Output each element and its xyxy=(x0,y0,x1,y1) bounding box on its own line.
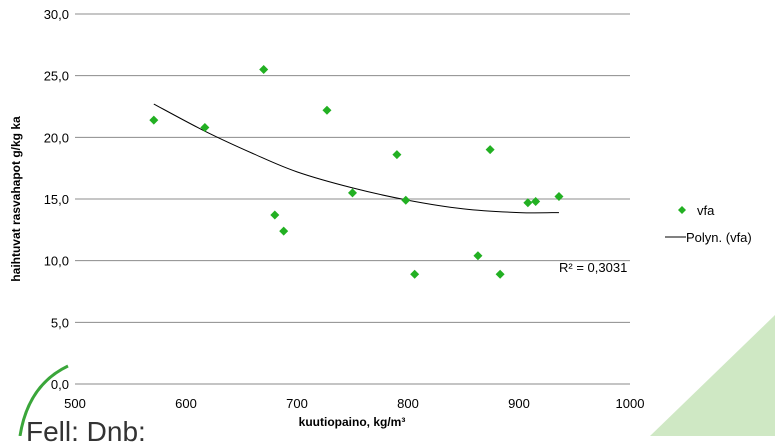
x-tick-label: 500 xyxy=(64,396,86,411)
green-arc-logo xyxy=(18,364,69,436)
x-tick-label: 1000 xyxy=(616,396,645,411)
trendline-curve xyxy=(153,103,559,214)
data-point xyxy=(259,65,269,74)
logo-text: Fell: Dnb: xyxy=(26,416,146,447)
data-point xyxy=(200,122,210,132)
y-tick-labels: 0,0 5,0 10,0 15,0 20,0 25,0 30,0 xyxy=(44,7,69,392)
x-tick-label: 600 xyxy=(175,396,197,411)
y-tick-label: 30,0 xyxy=(44,7,69,22)
data-point xyxy=(531,196,541,206)
data-point xyxy=(410,269,420,279)
x-tick-label: 700 xyxy=(286,396,308,411)
data-point xyxy=(392,150,402,160)
legend-vfa-label: vfa xyxy=(697,203,715,218)
data-point xyxy=(149,115,159,125)
data-point xyxy=(523,198,533,208)
y-tick-label: 15,0 xyxy=(44,192,69,207)
data-point xyxy=(401,195,411,205)
y-tick-label: 0,0 xyxy=(51,377,69,392)
data-points xyxy=(149,65,564,279)
background-decoration xyxy=(18,315,775,436)
y-axis-title: haihtuvat rasvahapot g/kg ka xyxy=(9,116,23,282)
data-point xyxy=(270,210,280,220)
y-tick-label: 5,0 xyxy=(51,315,69,330)
data-point xyxy=(348,188,357,198)
gridlines xyxy=(75,13,630,323)
x-tick-labels: 500 600 700 800 900 1000 xyxy=(64,396,644,411)
green-swoosh-shape xyxy=(650,315,775,436)
x-tick-label: 800 xyxy=(397,396,419,411)
data-point xyxy=(485,145,495,155)
data-point xyxy=(473,251,483,261)
data-point xyxy=(495,269,505,279)
legend-trendline-label: Polyn. (vfa) xyxy=(686,230,752,245)
x-axis-title: kuutiopaino, kg/m³ xyxy=(299,415,406,429)
data-point xyxy=(554,192,564,202)
data-point xyxy=(279,226,289,236)
y-tick-label: 25,0 xyxy=(44,69,69,84)
data-point xyxy=(322,105,332,115)
r-squared-annotation: R² = 0,3031 xyxy=(559,260,627,275)
x-tick-label: 900 xyxy=(508,396,530,411)
legend: vfa Polyn. (vfa) xyxy=(665,203,752,245)
y-tick-label: 20,0 xyxy=(44,130,69,145)
y-tick-label: 10,0 xyxy=(44,254,69,269)
legend-vfa-marker xyxy=(678,206,686,214)
scatter-chart: 0,0 5,0 10,0 15,0 20,0 25,0 30,0 500 600 700 800 9… xyxy=(9,7,752,429)
